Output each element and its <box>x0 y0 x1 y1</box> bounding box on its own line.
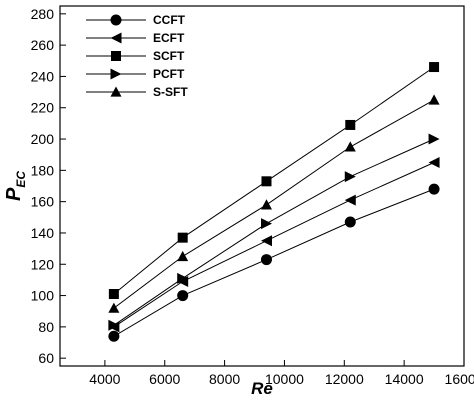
y-tick-label: 120 <box>31 256 55 272</box>
point-s-sft <box>177 250 189 262</box>
point-scft <box>345 119 356 130</box>
x-tick-label: 8000 <box>209 371 240 387</box>
legend-label-s-sft: S-SFT <box>153 85 188 99</box>
series-line-s-sft <box>113 99 435 309</box>
y-tick-label: 160 <box>31 194 55 210</box>
point-ccft <box>177 290 189 302</box>
point-scft <box>429 62 440 73</box>
legend-label-pcft: PCFT <box>153 67 185 81</box>
legend-marker-ecft <box>110 32 122 44</box>
point-ecft <box>260 235 272 247</box>
legend-marker-pcft <box>110 68 122 80</box>
point-ccft <box>428 183 440 195</box>
x-tick-label: 12000 <box>325 371 364 387</box>
y-tick-label: 280 <box>31 6 55 22</box>
point-scft <box>108 289 119 299</box>
legend-label-ecft: ECFT <box>153 31 185 45</box>
point-ecft <box>428 157 440 169</box>
point-s-sft <box>428 94 440 105</box>
x-tick-label: 6000 <box>149 371 180 387</box>
x-tick-label: 14000 <box>385 371 424 387</box>
series-line-pcft <box>113 138 435 326</box>
legend-marker-scft <box>111 51 121 61</box>
point-ccft <box>260 254 272 266</box>
y-tick-label: 80 <box>38 319 54 335</box>
x-tick-label: 10000 <box>265 371 304 387</box>
point-scft <box>177 232 188 243</box>
point-s-sft <box>344 141 356 152</box>
y-tick-label: 60 <box>38 350 54 366</box>
plot-frame <box>59 5 465 367</box>
x-axis-title: Re <box>251 379 273 398</box>
point-pcft <box>260 218 272 230</box>
point-pcft <box>177 272 189 284</box>
axis-ticks: 4000 6000 8000 10000 12000 14000 16000 60 80 100 1… <box>31 6 474 387</box>
legend-marker-ccft <box>110 14 122 26</box>
point-ccft <box>108 330 120 342</box>
y-tick-label: 100 <box>31 288 55 304</box>
point-pcft <box>344 171 356 183</box>
y-tick-label: 140 <box>31 225 55 241</box>
legend: CCFT ECFT SCFT PCFT S-SFT <box>86 13 188 99</box>
point-ecft <box>344 194 356 206</box>
y-tick-label: 220 <box>31 100 55 116</box>
x-tick-label: 4000 <box>89 371 120 387</box>
point-s-sft <box>108 302 120 313</box>
legend-label-scft: SCFT <box>153 49 185 63</box>
series-line-scft <box>113 66 435 295</box>
y-tick-label: 260 <box>31 37 55 53</box>
y-axis-title-main: P <box>3 187 25 201</box>
y-tick-label: 200 <box>31 131 55 147</box>
point-pcft <box>428 133 440 145</box>
series-layer <box>108 62 440 342</box>
point-pcft <box>108 319 120 331</box>
legend-label-ccft: CCFT <box>153 13 186 27</box>
legend-marker-s-sft <box>110 86 122 97</box>
y-axis-title-subscript: EC <box>14 171 28 188</box>
point-ccft <box>344 216 356 228</box>
series-line-ecft <box>113 162 435 328</box>
series-line-ccft <box>113 188 435 337</box>
point-scft <box>261 176 272 187</box>
y-tick-label: 180 <box>31 162 55 178</box>
point-s-sft <box>260 199 272 210</box>
y-tick-label: 240 <box>31 68 55 84</box>
x-tick-label: 16000 <box>445 371 474 387</box>
y-axis-title: PEC <box>3 171 28 201</box>
